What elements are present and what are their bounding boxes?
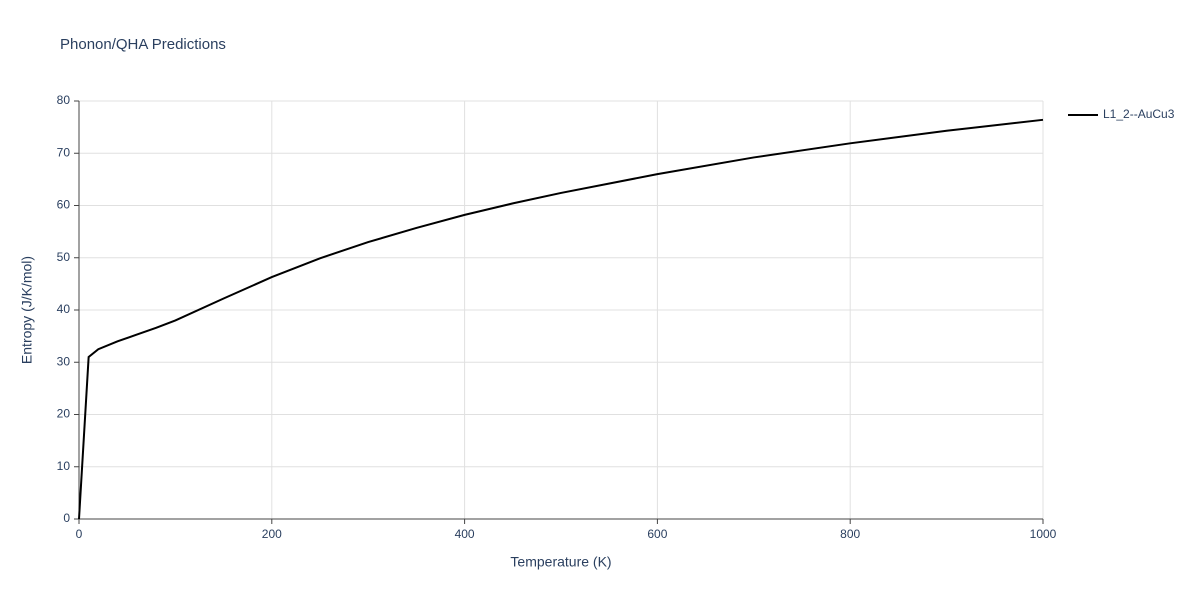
y-tick-label: 70	[57, 145, 71, 159]
x-tick-label: 1000	[1030, 527, 1057, 541]
chart-title: Phonon/QHA Predictions	[60, 36, 226, 53]
x-tick-label: 0	[76, 527, 83, 541]
y-tick-label: 80	[57, 93, 71, 107]
y-tick-label: 20	[57, 407, 71, 421]
x-tick-label: 200	[262, 527, 282, 541]
y-tick-label: 50	[57, 250, 71, 264]
series-line	[78, 118, 1044, 520]
x-axis-title: Temperature (K)	[510, 554, 611, 570]
x-tick-label: 400	[455, 527, 475, 541]
y-tick-label: 60	[57, 198, 71, 212]
y-tick-label: 40	[57, 302, 71, 316]
y-tick-label: 10	[57, 459, 71, 473]
y-tick-label: 30	[57, 354, 71, 368]
y-axis-title: Entropy (J/K/mol)	[19, 256, 35, 364]
x-tick-label: 800	[840, 527, 860, 541]
legend-label: L1_2--AuCu3	[1103, 107, 1175, 121]
x-tick-label: 600	[647, 527, 667, 541]
y-tick-label: 0	[63, 511, 70, 525]
